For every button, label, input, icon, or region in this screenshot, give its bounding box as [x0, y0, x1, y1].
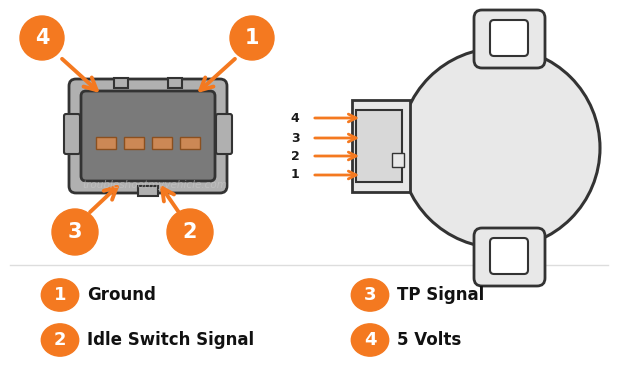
- Text: Ground: Ground: [87, 286, 156, 304]
- Ellipse shape: [41, 324, 78, 356]
- FancyBboxPatch shape: [490, 20, 528, 56]
- FancyBboxPatch shape: [216, 114, 232, 154]
- FancyBboxPatch shape: [352, 100, 410, 192]
- Text: Idle Switch Signal: Idle Switch Signal: [87, 331, 254, 349]
- FancyBboxPatch shape: [64, 114, 80, 154]
- FancyBboxPatch shape: [69, 79, 227, 193]
- Text: 3: 3: [364, 286, 376, 304]
- Circle shape: [400, 48, 600, 248]
- Text: 3: 3: [290, 132, 299, 144]
- Text: 4: 4: [35, 28, 49, 48]
- Text: troubleshootmyvehicle.com: troubleshootmyvehicle.com: [83, 180, 227, 190]
- Ellipse shape: [41, 279, 78, 311]
- Ellipse shape: [351, 324, 389, 356]
- Text: 5 Volts: 5 Volts: [397, 331, 461, 349]
- Bar: [168, 78, 182, 88]
- Bar: [124, 137, 144, 149]
- Text: 4: 4: [364, 331, 376, 349]
- Text: 2: 2: [290, 150, 299, 162]
- Bar: [392, 153, 404, 167]
- Text: 4: 4: [290, 111, 299, 125]
- Bar: [180, 137, 200, 149]
- Bar: [96, 137, 116, 149]
- Text: 3: 3: [68, 222, 82, 242]
- Circle shape: [52, 209, 98, 255]
- FancyBboxPatch shape: [490, 238, 528, 274]
- Text: 2: 2: [54, 331, 66, 349]
- Circle shape: [230, 16, 274, 60]
- Text: TP Signal: TP Signal: [397, 286, 485, 304]
- Bar: [138, 186, 158, 196]
- Ellipse shape: [351, 279, 389, 311]
- Text: 1: 1: [54, 286, 66, 304]
- Bar: [152, 137, 172, 149]
- Bar: [114, 78, 128, 88]
- Text: 1: 1: [290, 168, 299, 182]
- Bar: [356, 110, 402, 182]
- FancyBboxPatch shape: [81, 91, 215, 181]
- FancyBboxPatch shape: [474, 228, 545, 286]
- FancyBboxPatch shape: [474, 10, 545, 68]
- Text: 1: 1: [245, 28, 259, 48]
- Text: 2: 2: [183, 222, 197, 242]
- Circle shape: [20, 16, 64, 60]
- Circle shape: [167, 209, 213, 255]
